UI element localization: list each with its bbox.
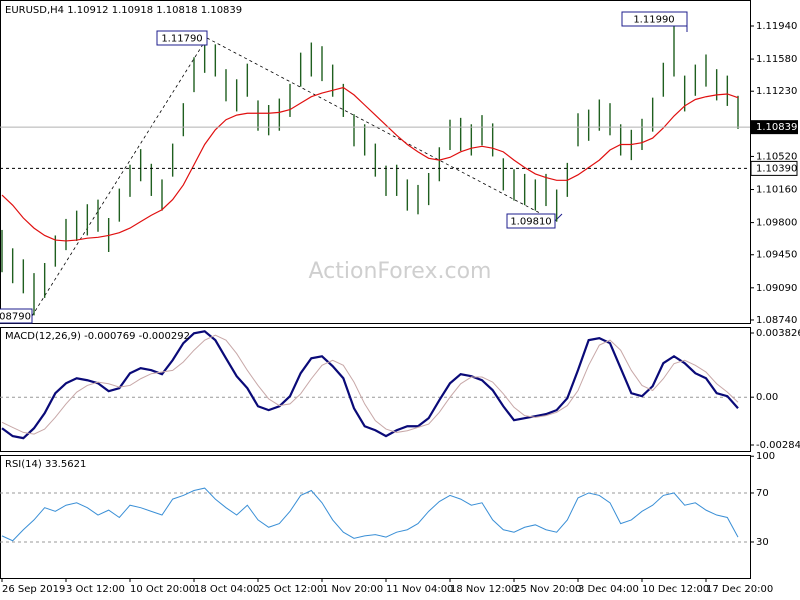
y-tick-label: 1.10160: [756, 185, 797, 196]
y-tick-label: 1.08740: [756, 315, 797, 326]
y-tick-label: -0.002849: [756, 440, 800, 451]
level-box: [750, 160, 798, 176]
y-tick-label: 1.11940: [756, 21, 797, 32]
indicator-line: [1, 330, 739, 440]
annotation-box: [156, 30, 208, 46]
y-tick-label: 1.09800: [756, 218, 797, 229]
y-tick-label: 0.003826: [756, 328, 800, 339]
annotation: 1.09810: [510, 217, 551, 228]
y-tick-label: 1.11230: [756, 86, 797, 97]
y-tick-label: 100: [756, 451, 775, 462]
x-tick-label: 25 Oct 12:00: [258, 584, 323, 595]
x-tick-label: 10 Oct 20:00: [130, 584, 195, 595]
x-tick-label: 17 Dec 20:00: [706, 584, 773, 595]
x-tick-label: 26 Sep 2019: [2, 584, 65, 595]
trendline: [31, 37, 208, 317]
annotation-box: [506, 213, 556, 229]
x-tick-label: 3 Dec 04:00: [578, 584, 639, 595]
y-tick-label: 1.09450: [756, 250, 797, 261]
annotation-box: [621, 11, 688, 27]
y-tick-label: 1.09090: [756, 283, 797, 294]
indicator-line: [1, 334, 739, 435]
y-tick-label: 70: [756, 488, 769, 499]
y-tick-label: 1.10520: [756, 151, 797, 162]
current-price-label: 1.10839: [756, 122, 797, 133]
x-tick-label: 25 Nov 20:00: [514, 584, 581, 595]
x-tick-label: 3 Oct 12:00: [66, 584, 125, 595]
x-tick-label: 18 Oct 04:00: [194, 584, 259, 595]
chart-title: EURUSD,H4 1.10912 1.10918 1.10818 1.1083…: [5, 5, 242, 16]
moving-average: [1, 86, 739, 242]
x-tick-label: 10 Dec 12:00: [642, 584, 709, 595]
x-tick-label: 18 Nov 12:00: [450, 584, 517, 595]
annotation: 1.11790: [161, 34, 202, 45]
rsi-title: RSI(14) 33.5621: [5, 459, 86, 470]
x-tick-label: 11 Nov 04:00: [386, 584, 453, 595]
annotation: 1.11990: [633, 15, 674, 26]
y-tick-label: 0.00: [756, 392, 778, 403]
annotation-box: [0, 308, 33, 324]
indicator-line: [1, 487, 739, 542]
watermark: ActionForex.com: [309, 259, 492, 284]
annotation: 1.08790: [0, 312, 31, 323]
rsi-panel: [0, 455, 751, 579]
level-label: 1.10390: [756, 163, 797, 174]
current-price-box: [750, 120, 798, 135]
trendlines: [31, 37, 556, 317]
y-tick-label: 30: [756, 537, 769, 548]
y-tick-label: 1.11580: [756, 54, 797, 65]
macd-title: MACD(12,26,9) -0.000769 -0.000292: [5, 331, 190, 342]
plots: 1.11940 1.11580 1.11230 1.10520 1.10160 1.098…: [0, 21, 800, 595]
x-tick-label: 1 Nov 20:00: [322, 584, 383, 595]
macd-panel: [0, 327, 751, 452]
